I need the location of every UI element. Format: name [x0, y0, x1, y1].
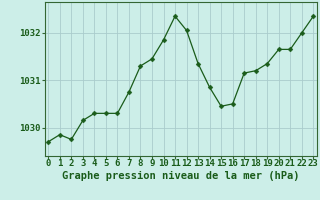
- X-axis label: Graphe pression niveau de la mer (hPa): Graphe pression niveau de la mer (hPa): [62, 171, 300, 181]
